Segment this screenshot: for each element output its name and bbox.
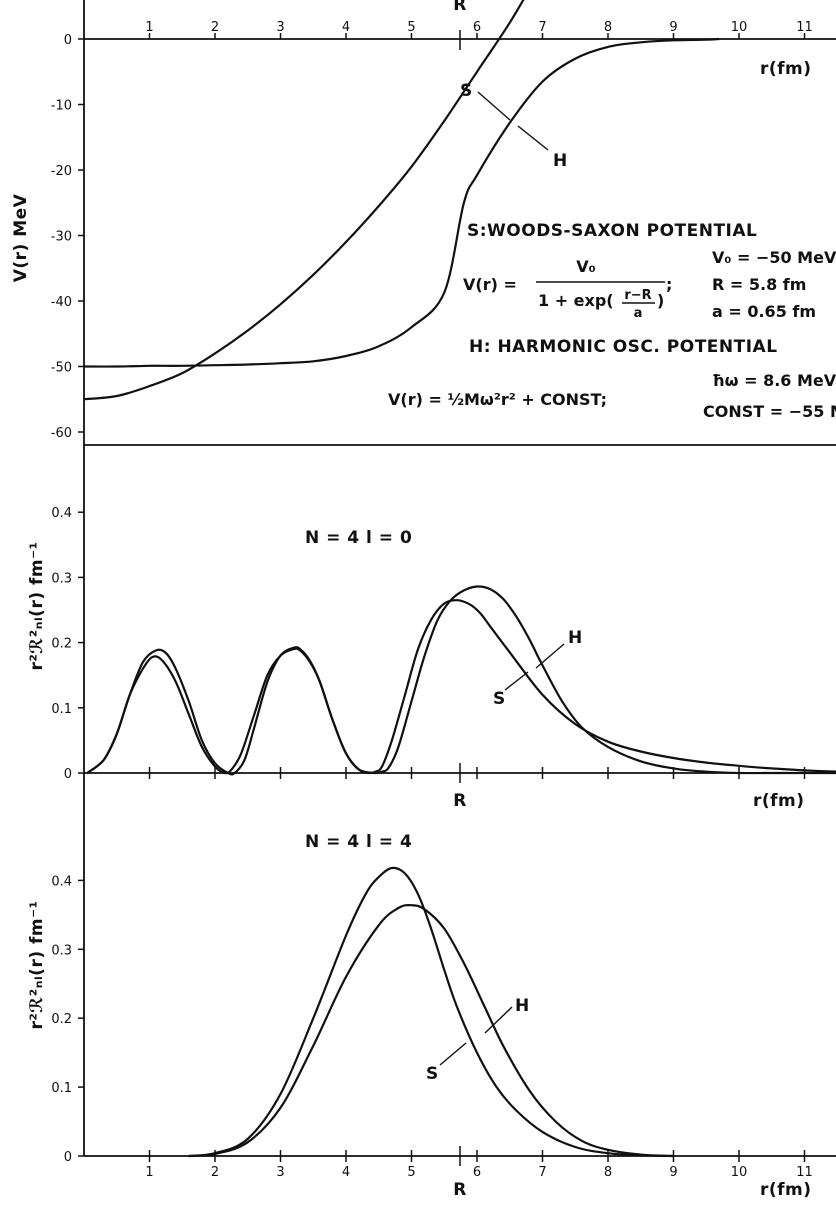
- p3-x-tick-label: 6: [473, 1165, 481, 1180]
- p1-y-axis-label: V(r) MeV: [11, 193, 31, 282]
- p2-r-marker: R: [453, 791, 467, 811]
- p1-x-tick-label: 10: [731, 20, 748, 35]
- p2-h-leader: [535, 643, 565, 669]
- ws-formula-numerator: V₀: [576, 257, 595, 276]
- p2-series-h-line: [86, 585, 836, 776]
- p3-r-marker: R: [453, 1180, 467, 1200]
- p1-x-tick-label: 4: [342, 20, 350, 35]
- p1-s-leader: [477, 91, 511, 121]
- p2-x-axis-label: r(fm): [753, 791, 805, 811]
- const-value: CONST = −55 MeV: [703, 402, 836, 421]
- ho-title: H: HARMONIC OSC. POTENTIAL: [469, 337, 778, 357]
- p3-y-tick-label: 0.4: [51, 874, 72, 889]
- p1-h-leader: [517, 125, 549, 151]
- n4-l4-panel: 1 2 3 4 5 6 7 8 9 10 11 00.10.20.30.4 N = 4 l = 4 …: [27, 773, 836, 1200]
- hbar-omega: ħω = 8.6 MeV: [712, 371, 836, 390]
- potential-panel: 1 2 3 4 5 6 7 8 9 10 11 0-10-20-30-40-50-60 r(fm) …: [11, 0, 836, 446]
- p3-x-axis-label: r(fm): [760, 1180, 812, 1200]
- p1-x-tick-label: 7: [538, 20, 546, 35]
- p1-x-tick-label: 2: [211, 20, 219, 35]
- p2-s-leader: [504, 671, 529, 691]
- param-r: R = 5.8 fm: [712, 275, 806, 294]
- p1-x-axis-label: r(fm): [760, 59, 812, 79]
- p3-x-tick-label: 11: [796, 1165, 813, 1180]
- p1-y-tick-label: -20: [51, 164, 72, 179]
- p3-series-s-line: [188, 866, 674, 1158]
- ws-formula-denominator: 1 + exp(: [538, 291, 614, 310]
- p3-x-tick-label: 4: [342, 1165, 350, 1180]
- p3-title: N = 4 l = 4: [305, 832, 412, 852]
- p1-x-tick-label: 3: [276, 20, 284, 35]
- p3-x-tick-label: 9: [669, 1165, 677, 1180]
- p1-x-tick-label: 11: [796, 20, 813, 35]
- p3-y-tick-label: 0.3: [51, 943, 72, 958]
- p2-y-tick-label: 0: [64, 767, 72, 782]
- p2-title: N = 4 l = 0: [305, 528, 412, 548]
- ws-close-paren: ): [657, 291, 664, 310]
- p3-y-tick-label: 0: [64, 1150, 72, 1165]
- p3-y-tick-label: 0.1: [51, 1081, 72, 1096]
- p1-y-tick-label: -60: [51, 426, 72, 441]
- p3-y-axis-label: r²ℛ²ₙₗ(r) fm⁻¹: [27, 900, 47, 1029]
- p3-y-tick-label: 0.2: [51, 1012, 72, 1027]
- p3-x-tick-label: 7: [538, 1165, 546, 1180]
- n4-l0-panel: 0 0.1 0.2 0.3 0.4 N = 4 l = 0 r²ℛ²ₙₗ(r) fm⁻¹…: [27, 445, 836, 811]
- param-a: a = 0.65 fm: [712, 302, 816, 321]
- p1-x-tick-label: 5: [407, 20, 415, 35]
- ws-formula-lhs: V(r) =: [463, 275, 517, 294]
- p3-series-h-line: [188, 903, 674, 1158]
- p3-s-leader: [439, 1042, 467, 1066]
- p1-h-label: H: [553, 151, 568, 171]
- ws-semicolon: ;: [666, 275, 672, 294]
- p2-y-tick-label: 0.1: [51, 702, 72, 717]
- p3-x-tick-label: 3: [276, 1165, 284, 1180]
- p3-h-label: H: [515, 996, 530, 1016]
- p2-y-axis-label: r²ℛ²ₙₗ(r) fm⁻¹: [27, 541, 47, 670]
- param-v0: V₀ = −50 MeV: [712, 248, 836, 267]
- p3-x-tick-label: 8: [604, 1165, 612, 1180]
- ws-inner-numerator: r−R: [624, 288, 651, 303]
- p1-x-tick-label: 6: [473, 20, 481, 35]
- p1-series-h-line: [84, 0, 525, 401]
- p3-x-tick-label: 5: [407, 1165, 415, 1180]
- p1-r-marker: R: [453, 0, 467, 15]
- p1-y-tick-label: -30: [51, 230, 72, 245]
- p2-h-label: H: [568, 628, 583, 648]
- p3-x-tick-label: 2: [211, 1165, 219, 1180]
- p1-series-s-line: [84, 37, 720, 368]
- p2-s-label: S: [493, 689, 506, 709]
- p1-x-tick-label: 1: [145, 20, 153, 35]
- p1-x-tick-label: 8: [604, 20, 612, 35]
- p3-x-tick-label: 1: [145, 1165, 153, 1180]
- p2-y-tick-label: 0.4: [51, 506, 72, 521]
- ws-title: S:WOODS-SAXON POTENTIAL: [467, 221, 757, 241]
- p1-y-tick-label: -40: [51, 295, 72, 310]
- ho-formula: V(r) = ½Mω²r² + CONST;: [388, 390, 607, 409]
- p3-h-leader: [484, 1006, 513, 1034]
- ws-inner-denominator: a: [634, 306, 643, 321]
- p3-s-label: S: [426, 1064, 439, 1084]
- p2-y-tick-label: 0.3: [51, 571, 72, 586]
- p1-s-label: S: [460, 81, 473, 101]
- p3-x-tick-label: 10: [731, 1165, 748, 1180]
- p1-y-tick-label: 0: [64, 33, 72, 48]
- p2-y-tick-label: 0.2: [51, 637, 72, 652]
- p1-y-tick-label: -10: [51, 99, 72, 114]
- p1-y-tick-label: -50: [51, 361, 72, 376]
- p2-series-s-line: [86, 599, 836, 775]
- p1-x-tick-label: 9: [669, 20, 677, 35]
